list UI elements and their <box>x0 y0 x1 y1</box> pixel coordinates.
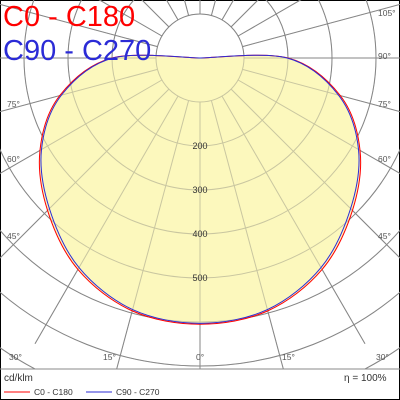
grid-overlay-spoke <box>0 88 170 259</box>
angle-tick-label-left: 30° <box>9 352 22 362</box>
grid-overlay-spoke <box>34 95 179 345</box>
grid-spoke <box>242 3 400 48</box>
labels-layer: 200 300 400 500 105° 90° 75° 75° 60° 60° 45° 45° 30°… <box>7 8 396 362</box>
angle-tick-label-right: 60° <box>378 154 391 164</box>
radial-tick-label: 300 <box>192 185 207 195</box>
grid-overlay-ring <box>67 0 333 191</box>
radial-tick-label: 200 <box>192 141 207 151</box>
angle-tick-label-right: 75° <box>378 99 391 109</box>
bottom-legend-text-c90-c270: C90 - C270 <box>116 387 160 397</box>
angle-tick-label-left: 15° <box>103 352 116 362</box>
grid-overlay-ring <box>0 291 400 367</box>
legend-c0-c180: C0 - C180 <box>3 1 135 33</box>
angle-tick-label-right: 90° <box>378 51 391 61</box>
grid-overlay-spoke <box>237 0 302 37</box>
luminous-intensity-area <box>39 55 361 325</box>
angle-tick-label-right: 30° <box>376 352 389 362</box>
efficiency-label: η = 100% <box>344 373 387 384</box>
radial-tick-label: 400 <box>192 229 207 239</box>
grid-overlay-ring <box>0 229 400 323</box>
legend-c90-c270: C90 - C270 <box>3 35 151 67</box>
curve-c0-c180 <box>38 54 362 325</box>
bottom-legend-text-c0-c180: C0 - C180 <box>34 387 73 397</box>
grid-overlay-spoke <box>242 3 400 48</box>
grid-overlay-spoke <box>0 3 158 48</box>
radial-tick-label: 500 <box>192 273 207 283</box>
angle-tick-label-right: 45° <box>378 231 391 241</box>
unit-label: cd/klm <box>4 373 33 384</box>
angle-tick-label-left: 60° <box>7 154 20 164</box>
angle-tick-label-left: 75° <box>7 99 20 109</box>
grid-overlay-spoke <box>210 100 284 369</box>
grid-spoke <box>0 3 158 48</box>
grid-overlay-spoke <box>116 100 190 369</box>
grid-overlay-spoke <box>237 79 400 175</box>
curve-c90-c270 <box>40 54 360 324</box>
grid-overlay-spoke <box>242 68 400 113</box>
grid-overlay-spoke <box>0 79 163 175</box>
grid-overlay-spoke <box>0 68 158 113</box>
grid-overlay-spoke <box>98 0 163 37</box>
angle-tick-label-right: 15° <box>282 352 295 362</box>
angle-tick-label-center: 0° <box>196 352 204 362</box>
grid-overlay-ring <box>23 0 377 235</box>
grid-spoke <box>98 0 163 37</box>
angle-tick-label-right: 105° <box>378 8 396 18</box>
grid-overlay-ring <box>155 13 245 103</box>
grid-spoke <box>237 0 302 37</box>
angle-tick-label-left: 45° <box>7 231 20 241</box>
grid-overlay-ring <box>0 148 400 279</box>
grid-overlay-spoke <box>221 95 366 345</box>
